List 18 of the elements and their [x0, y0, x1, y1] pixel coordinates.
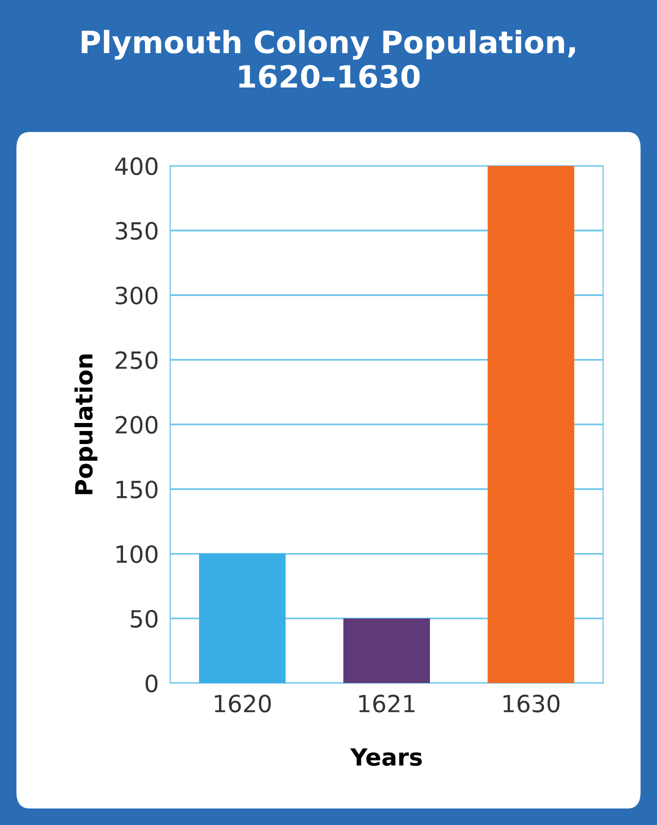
- y-tick-label: 250: [116, 351, 158, 370]
- x-tick-label: 1620: [214, 694, 271, 712]
- x-tick-label: 1630: [504, 694, 560, 712]
- x-axis-title: Years: [350, 748, 422, 766]
- chart-title: Plymouth Colony Population, 1620–1630: [82, 30, 575, 88]
- y-tick-label: 50: [130, 610, 158, 628]
- y-tick-label: 100: [116, 545, 158, 564]
- y-axis-title: Population: [74, 354, 98, 494]
- bar: [343, 618, 430, 684]
- y-tick-label: 300: [116, 286, 158, 304]
- y-tick-label: 0: [146, 674, 158, 692]
- y-tick-label: 400: [115, 157, 158, 176]
- bar: [488, 166, 574, 684]
- y-tick-label: 350: [116, 222, 158, 240]
- y-tick-label: 150: [116, 480, 158, 498]
- y-tick-label: 200: [116, 416, 158, 434]
- x-tick-label: 1621: [359, 694, 415, 712]
- bar: [199, 554, 286, 684]
